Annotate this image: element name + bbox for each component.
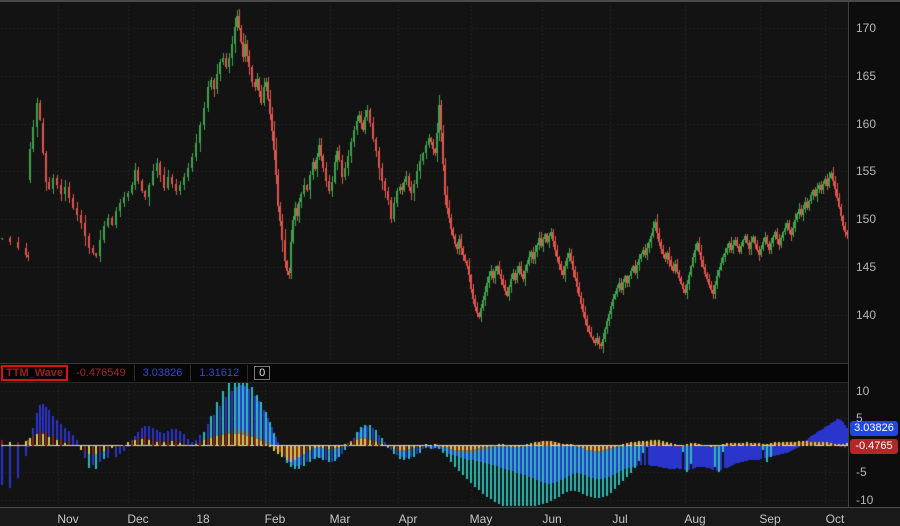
month-label: May [469, 512, 493, 526]
month-label: Mar [329, 512, 351, 526]
price-tick-label: 145 [856, 259, 877, 274]
month-label: 18 [196, 512, 210, 526]
month-label: Nov [57, 512, 79, 526]
price-tick-label: 170 [856, 21, 877, 35]
wave-tick-label: 10 [856, 383, 870, 398]
wave-c-low-value: 1.31612 [191, 365, 249, 381]
month-label: Dec [127, 512, 149, 526]
month-label: Feb [264, 512, 286, 526]
wave-tick-label: -5 [856, 465, 867, 480]
price-tick-label: 150 [856, 212, 877, 227]
wave-tick-label: 5 [856, 410, 863, 425]
wave-current-value-badge-blue: 3.03826 [850, 421, 898, 436]
wave-current-value-badge-red: -0.4765 [850, 439, 898, 454]
wave-c-high-value: 3.03826 [135, 365, 192, 381]
price-tick-label: 165 [856, 68, 877, 83]
month-label: Aug [684, 512, 706, 526]
time-axis[interactable]: Nov Dec 18 Feb Mar Apr May Jun Jul Aug Sep Oct [0, 507, 900, 526]
wave-a-value: -0.476549 [68, 365, 135, 381]
wave-tick-label: -10 [856, 492, 874, 507]
ttm-wave-study-label[interactable]: TTM_Wave [1, 365, 69, 381]
wave-zero-value: 0 [254, 366, 271, 380]
month-label: Jun [542, 512, 562, 526]
month-label: Apr [398, 512, 418, 526]
price-tick-label: 140 [856, 307, 877, 322]
month-label: Sep [759, 512, 781, 526]
month-label: Oct [825, 512, 845, 526]
indicator-label-bar: TTM_Wave -0.476549 3.03826 1.31612 0 [0, 363, 848, 383]
month-label: Jul [612, 512, 628, 526]
price-tick-label: 160 [856, 116, 877, 131]
price-tick-label: 155 [856, 164, 877, 179]
